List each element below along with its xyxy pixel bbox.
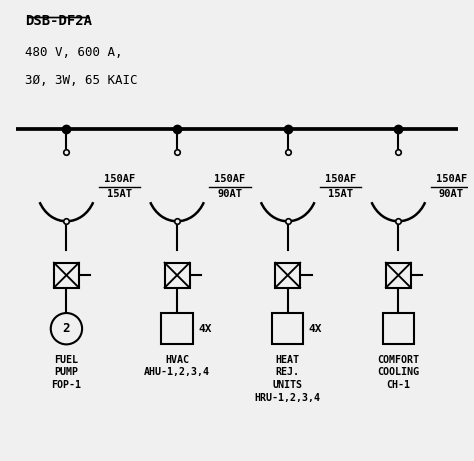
Text: 4X: 4X <box>198 324 212 334</box>
Text: 15AT: 15AT <box>107 189 132 199</box>
Text: HVAC
AHU-1,2,3,4: HVAC AHU-1,2,3,4 <box>144 355 210 377</box>
Text: COMFORT
COOLING
CH-1: COMFORT COOLING CH-1 <box>377 355 419 390</box>
Text: 4X: 4X <box>309 324 322 334</box>
Text: DSB-DF2A: DSB-DF2A <box>25 14 92 28</box>
Bar <box>54 263 79 288</box>
Bar <box>275 263 300 288</box>
Circle shape <box>51 313 82 344</box>
Text: 150AF: 150AF <box>214 174 246 184</box>
Text: 2: 2 <box>63 322 70 335</box>
Text: 15AT: 15AT <box>328 189 353 199</box>
Text: 150AF: 150AF <box>104 174 135 184</box>
Text: 150AF: 150AF <box>325 174 356 184</box>
Text: FUEL
PUMP
FOP-1: FUEL PUMP FOP-1 <box>52 355 82 390</box>
Bar <box>383 313 414 344</box>
Text: 90AT: 90AT <box>218 189 243 199</box>
Bar <box>161 313 193 344</box>
Text: 90AT: 90AT <box>439 189 464 199</box>
Text: 480 V, 600 A,: 480 V, 600 A, <box>25 46 122 59</box>
Text: HEAT
REJ.
UNITS
HRU-1,2,3,4: HEAT REJ. UNITS HRU-1,2,3,4 <box>255 355 321 403</box>
Text: 3Ø, 3W, 65 KAIC: 3Ø, 3W, 65 KAIC <box>25 74 137 87</box>
Bar <box>386 263 411 288</box>
Bar <box>272 313 303 344</box>
Text: 150AF: 150AF <box>436 174 467 184</box>
Bar <box>164 263 190 288</box>
